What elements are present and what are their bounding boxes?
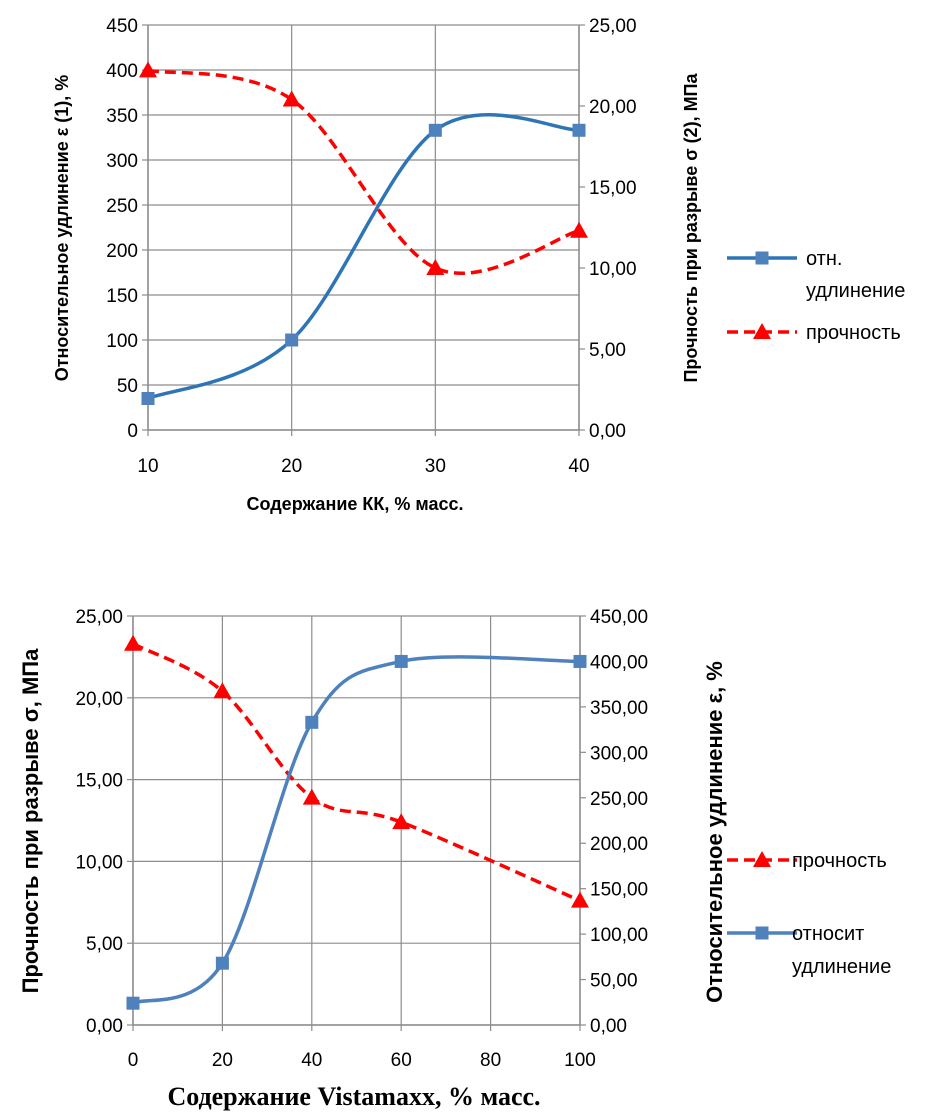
legend-label: удлинение bbox=[792, 956, 891, 978]
data-point bbox=[573, 654, 587, 668]
data-point bbox=[126, 996, 140, 1010]
legend-label: отн. bbox=[806, 248, 842, 270]
series-1 bbox=[124, 634, 589, 908]
left-tick-label: 15,00 bbox=[75, 771, 123, 792]
left-tick-label: 400 bbox=[106, 61, 138, 82]
gridlines bbox=[147, 24, 580, 431]
x-tick-label: 30 bbox=[425, 456, 446, 477]
legend-label: удлинение bbox=[806, 280, 905, 302]
data-point bbox=[428, 123, 442, 137]
left-tick-label: 50 bbox=[117, 376, 138, 397]
data-point bbox=[392, 813, 411, 830]
x-tick-label: 40 bbox=[568, 456, 589, 477]
right-tick-label: 0,00 bbox=[589, 421, 626, 442]
left-tick-label: 350 bbox=[106, 106, 138, 127]
y2-axis-title: Относительное удлинение ε, % bbox=[702, 661, 727, 1003]
data-point bbox=[141, 392, 155, 405]
chart-2: 0,00 5,00 10,00 15,00 20,00 25,00 0,00 50,00 100… bbox=[18, 607, 891, 1111]
data-point bbox=[572, 123, 586, 137]
right-tick-label: 400,00 bbox=[590, 652, 648, 673]
legend: отн. удлинение прочность bbox=[727, 248, 905, 344]
data-point bbox=[394, 654, 408, 668]
left-tick-label: 20,00 bbox=[75, 689, 123, 710]
series-line bbox=[147, 68, 580, 275]
series-1 bbox=[141, 113, 586, 405]
right-tick-label: 450,00 bbox=[590, 607, 648, 628]
right-tick-label: 350,00 bbox=[590, 698, 648, 719]
data-point bbox=[124, 634, 142, 651]
left-tick-label: 300 bbox=[106, 151, 138, 172]
data-point bbox=[570, 221, 588, 238]
right-tick-label: 25,00 bbox=[589, 16, 637, 37]
x-tick-label: 20 bbox=[281, 456, 302, 477]
chart-1: 0 50 100 150 200 250 300 350 400 450 0,00 5,00 10,00… bbox=[52, 16, 905, 514]
y-axis-title: Прочность при разрыве σ, МПа bbox=[18, 648, 43, 993]
x-tick-label: 100 bbox=[564, 1050, 596, 1071]
legend-label: прочность bbox=[806, 322, 901, 344]
data-point bbox=[571, 891, 589, 908]
right-tick-label: 100,00 bbox=[590, 925, 648, 946]
right-tick-label: 50,00 bbox=[590, 971, 638, 992]
right-tick-label: 200,00 bbox=[590, 834, 648, 855]
legend-label: относит bbox=[792, 923, 864, 945]
left-tick-label: 10,00 bbox=[75, 852, 123, 873]
data-point bbox=[426, 259, 445, 275]
legend-label: прочность bbox=[792, 850, 887, 872]
series-line bbox=[147, 113, 580, 401]
data-point bbox=[302, 788, 321, 805]
legend-marker bbox=[755, 926, 769, 940]
right-tick-label: 15,00 bbox=[589, 178, 637, 199]
x-axis-title: Содержание КК, % масс. bbox=[247, 494, 464, 514]
data-point bbox=[282, 90, 301, 107]
x-axis-title: Содержание Vistamaxx, % масс. bbox=[167, 1082, 540, 1111]
left-tick-label: 250 bbox=[106, 196, 138, 217]
left-tick-label: 0,00 bbox=[86, 1016, 123, 1037]
legend-marker bbox=[753, 851, 771, 867]
x-tick-label: 60 bbox=[391, 1050, 412, 1071]
legend: прочность относит удлинение bbox=[727, 850, 891, 978]
left-tick-label: 5,00 bbox=[86, 934, 123, 955]
x-tick-label: 10 bbox=[137, 456, 158, 477]
x-tick-label: 80 bbox=[480, 1050, 501, 1071]
right-tick-label: 10,00 bbox=[589, 259, 637, 280]
x-tick-label: 20 bbox=[212, 1050, 233, 1071]
right-tick-label: 5,00 bbox=[589, 340, 626, 361]
data-point bbox=[305, 715, 319, 729]
right-tick-label: 300,00 bbox=[590, 743, 648, 764]
legend-marker bbox=[755, 251, 769, 265]
series-line bbox=[132, 642, 581, 903]
x-tick-label: 0 bbox=[128, 1050, 139, 1071]
legend-marker bbox=[753, 323, 771, 339]
right-tick-label: 250,00 bbox=[590, 789, 648, 810]
y2-axis-title: Прочность при разрыве σ (2), МПа bbox=[681, 73, 701, 383]
data-point bbox=[213, 682, 232, 699]
left-tick-label: 450 bbox=[106, 16, 138, 37]
series-2 bbox=[126, 654, 587, 1010]
x-tick-label: 40 bbox=[301, 1050, 322, 1071]
left-tick-label: 200 bbox=[106, 241, 138, 262]
data-point bbox=[285, 333, 299, 347]
left-tick-label: 150 bbox=[106, 286, 138, 307]
left-tick-label: 25,00 bbox=[75, 607, 123, 628]
left-tick-label: 0 bbox=[127, 421, 138, 442]
y-axis-title: Относительное удлинение ε (1), % bbox=[52, 75, 72, 382]
data-point bbox=[215, 956, 229, 970]
right-tick-label: 0,00 bbox=[590, 1016, 627, 1037]
right-tick-label: 20,00 bbox=[589, 97, 637, 118]
data-point bbox=[139, 61, 157, 78]
right-tick-label: 150,00 bbox=[590, 880, 648, 901]
series-line bbox=[132, 655, 581, 1005]
left-tick-label: 100 bbox=[106, 331, 138, 352]
series-2 bbox=[139, 61, 588, 275]
